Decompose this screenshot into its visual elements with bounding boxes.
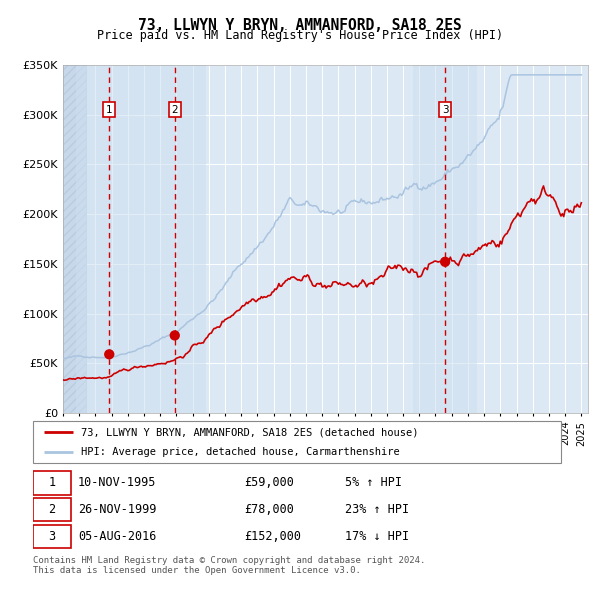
Text: 1: 1 [106,104,113,114]
Bar [63,65,86,413]
Text: £59,000: £59,000 [244,477,294,490]
Point [170,331,179,340]
Text: 10-NOV-1995: 10-NOV-1995 [78,477,156,490]
FancyBboxPatch shape [33,525,71,548]
Point [440,257,450,267]
Text: 3: 3 [49,530,56,543]
Text: £152,000: £152,000 [244,530,301,543]
Bar [141,65,206,413]
Text: 73, LLWYN Y BRYN, AMMANFORD, SA18 2ES (detached house): 73, LLWYN Y BRYN, AMMANFORD, SA18 2ES (d… [80,428,418,438]
FancyBboxPatch shape [33,471,71,494]
Text: 05-AUG-2016: 05-AUG-2016 [78,530,156,543]
Text: 17% ↓ HPI: 17% ↓ HPI [344,530,409,543]
Text: Price paid vs. HM Land Registry's House Price Index (HPI): Price paid vs. HM Land Registry's House … [97,30,503,42]
Text: 2: 2 [49,503,56,516]
Text: 26-NOV-1999: 26-NOV-1999 [78,503,156,516]
Text: HPI: Average price, detached house, Carmarthenshire: HPI: Average price, detached house, Carm… [80,447,399,457]
Text: 2: 2 [172,104,178,114]
Text: Contains HM Land Registry data © Crown copyright and database right 2024.
This d: Contains HM Land Registry data © Crown c… [33,556,425,575]
Text: 1: 1 [49,477,56,490]
Bar [76,65,141,413]
Point [104,350,114,359]
Text: £78,000: £78,000 [244,503,294,516]
Bar [413,65,478,413]
Text: 5% ↑ HPI: 5% ↑ HPI [344,477,401,490]
Text: 3: 3 [442,104,448,114]
FancyBboxPatch shape [33,498,71,522]
Text: 73, LLWYN Y BRYN, AMMANFORD, SA18 2ES: 73, LLWYN Y BRYN, AMMANFORD, SA18 2ES [138,18,462,32]
FancyBboxPatch shape [33,421,561,463]
Text: 23% ↑ HPI: 23% ↑ HPI [344,503,409,516]
